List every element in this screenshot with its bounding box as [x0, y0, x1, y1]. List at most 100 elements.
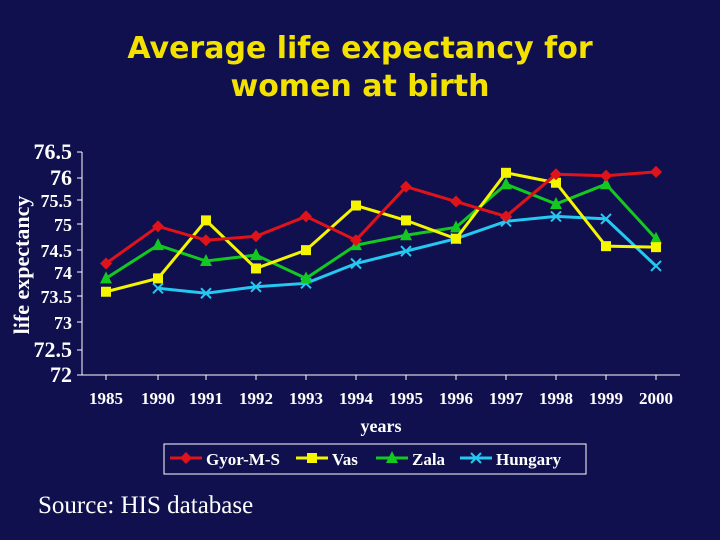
data-point-triangle [450, 220, 462, 233]
x-axis-label: years [361, 416, 402, 436]
data-point-square [601, 241, 611, 252]
y-tick-label: 73.5 [41, 287, 73, 307]
y-tick-label: 72 [50, 362, 72, 387]
legend-item: Hungary [460, 450, 562, 469]
x-tick-label: 1994 [339, 389, 374, 408]
data-point-square [251, 263, 261, 274]
data-point-square [301, 245, 311, 256]
series-layer [100, 165, 662, 299]
legend-label: Hungary [496, 450, 562, 469]
data-point-diamond [200, 234, 212, 247]
data-point-square [101, 286, 111, 297]
series-line [105, 182, 658, 281]
legend-label: Gyor-M-S [206, 450, 280, 469]
series-line [105, 171, 657, 294]
series-vas [101, 167, 661, 297]
data-point-x-stroke [470, 452, 482, 464]
data-point-x-stroke [400, 245, 412, 257]
series-line [157, 214, 658, 295]
data-point-diamond [600, 169, 612, 182]
data-point-x [152, 282, 164, 294]
data-point-x-stroke [600, 213, 612, 225]
data-point-square [451, 233, 461, 244]
legend-item: Vas [296, 450, 358, 469]
x-tick-label: 1993 [289, 389, 323, 408]
x-tick-label: 1985 [89, 389, 123, 408]
data-point-square [651, 242, 661, 253]
x-tick-label: 1990 [141, 389, 175, 408]
data-point-diamond [400, 180, 412, 193]
data-point-x [650, 260, 662, 272]
legend-item: Gyor-M-S [170, 450, 280, 469]
data-point-triangle [650, 231, 662, 244]
data-point-diamond [180, 452, 192, 464]
y-tick-label: 74.5 [41, 241, 73, 261]
series-line [105, 170, 657, 265]
data-point-square [201, 215, 211, 226]
data-point-x-stroke [350, 257, 362, 270]
data-point-square [551, 177, 561, 188]
series-zala [100, 177, 662, 284]
legend: Gyor-M-S Vas Zala Hungary [163, 443, 587, 475]
data-point-square [153, 273, 163, 284]
data-point-triangle [300, 271, 312, 284]
chart-title-line-2: women at birth [230, 69, 490, 104]
chart-title: Average life expectancy for women at bir… [0, 30, 720, 106]
data-point-x-stroke [550, 210, 562, 223]
data-point-diamond [450, 195, 462, 208]
data-point-x-stroke [200, 287, 212, 299]
y-tick-label: 75 [54, 215, 72, 235]
legend-item: Zala [376, 450, 446, 469]
data-point-triangle [250, 248, 262, 261]
data-point-x-stroke [650, 260, 662, 272]
data-point-square [501, 167, 511, 178]
y-tick-label: 75.5 [41, 191, 73, 211]
x-tick-label: 1991 [189, 389, 223, 408]
x-tick-label: 1996 [439, 389, 473, 408]
source-note: Source: HIS database [38, 492, 254, 519]
x-tick-label: 2000 [639, 389, 673, 408]
y-tick-label: 72.5 [34, 337, 73, 362]
x-tick-label: 1995 [389, 389, 423, 408]
data-point-square [401, 215, 411, 226]
x-tick-label: 1999 [589, 389, 623, 408]
y-tick-label: 74 [54, 263, 72, 283]
legend-box [163, 443, 587, 475]
data-point-triangle [400, 228, 412, 241]
series-gyor-m-s [100, 165, 662, 270]
data-point-triangle [200, 254, 212, 267]
data-point-triangle [600, 177, 612, 190]
data-point-triangle [152, 238, 164, 251]
data-point-x [350, 257, 362, 270]
data-point-x [400, 245, 412, 257]
data-point-diamond [550, 168, 562, 181]
x-tick-label: 1998 [539, 389, 573, 408]
data-point-square [351, 200, 361, 211]
data-point-diamond [300, 210, 312, 223]
y-tick-label: 73 [54, 313, 72, 333]
data-point-diamond [650, 165, 662, 178]
x-tick-label: 1992 [239, 389, 273, 408]
data-point-x [200, 287, 212, 299]
data-point-diamond [100, 257, 112, 270]
data-point-diamond [250, 230, 262, 243]
data-point-square [307, 453, 317, 463]
data-point-diamond [500, 210, 512, 223]
data-point-triangle [386, 451, 398, 463]
y-tick-label: 76.5 [34, 139, 73, 164]
data-point-x-stroke [250, 281, 262, 293]
y-tick-label: 76 [50, 165, 72, 190]
data-point-triangle [500, 177, 512, 190]
data-point-diamond [350, 234, 362, 247]
y-axis-label: life expectancy [9, 196, 34, 335]
x-tick-label: 1997 [489, 389, 524, 408]
data-point-x [550, 210, 562, 223]
chart-title-line-1: Average life expectancy for [127, 31, 593, 66]
data-point-diamond [152, 220, 164, 233]
legend-label: Zala [412, 450, 446, 469]
data-point-triangle [550, 197, 562, 210]
data-point-x-stroke [152, 282, 164, 294]
legend-label: Vas [332, 450, 358, 469]
